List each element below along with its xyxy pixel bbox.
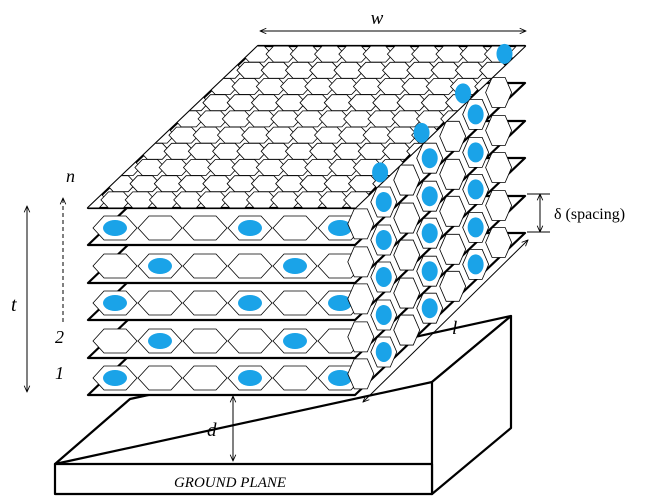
dopant-dot <box>283 258 307 274</box>
dopant-dot <box>413 122 430 143</box>
hexagon-cell <box>182 328 228 354</box>
spacing-label: δ (spacing) <box>554 206 625 223</box>
hexagon-cell <box>92 253 138 279</box>
top-hex-grid <box>88 46 525 208</box>
length-label: l <box>452 318 457 339</box>
dopant-dot <box>148 333 172 349</box>
length-dimension: l <box>363 240 528 402</box>
dopant-dot <box>467 179 484 200</box>
spacing-dimension: δ (spacing) <box>527 194 625 232</box>
dopant-dot <box>421 261 438 282</box>
hexagon-cell <box>137 365 183 391</box>
hexagon-cell <box>227 253 273 279</box>
dopant-dot <box>421 148 438 169</box>
dopant-dot <box>148 258 172 274</box>
dopant-dot <box>103 220 127 236</box>
hexagon-cell <box>272 215 318 241</box>
dopant-dot <box>375 191 392 212</box>
dopant-dot <box>103 295 127 311</box>
hexagon-cell <box>137 215 183 241</box>
layer-top <box>86 43 527 210</box>
hexagon-cell <box>92 328 138 354</box>
dopant-dot <box>496 43 513 64</box>
hexagon-cell <box>272 290 318 316</box>
dopant-dot <box>238 220 262 236</box>
hexagon-cell <box>272 365 318 391</box>
dopant-dot <box>421 186 438 207</box>
dopant-dot <box>283 333 307 349</box>
height-dimension: d <box>207 396 233 461</box>
dopant-dot <box>372 162 389 183</box>
ground-plane-label: GROUND PLANE <box>174 475 286 491</box>
hexagon-cell <box>182 290 228 316</box>
dopant-dot <box>421 298 438 319</box>
layer-1-label: 1 <box>55 363 64 383</box>
layer-count-label: n <box>66 166 75 186</box>
hexagon-cell <box>182 365 228 391</box>
dopant-dot <box>421 223 438 244</box>
dopant-dot <box>103 370 127 386</box>
hexagon-cell <box>227 328 273 354</box>
dopant-dot <box>375 229 392 250</box>
hexagon-cell <box>182 215 228 241</box>
thickness-label: t <box>11 294 17 316</box>
length-arrow <box>363 240 528 402</box>
layer-count-indicator: n 2 1 <box>55 166 75 383</box>
hexagon-cell <box>503 61 525 79</box>
layer-stack <box>86 43 527 397</box>
width-label: w <box>371 8 384 29</box>
dopant-dot <box>467 217 484 238</box>
dopant-dot <box>328 370 352 386</box>
dopant-dot <box>467 142 484 163</box>
width-dimension: w <box>260 8 526 31</box>
dopant-dot <box>375 266 392 287</box>
dopant-dot <box>238 295 262 311</box>
dopant-dot <box>238 370 262 386</box>
layer-2-label: 2 <box>55 327 64 347</box>
dopant-dot <box>467 104 484 125</box>
dopant-dot <box>328 295 352 311</box>
dopant-dot <box>467 254 484 275</box>
hexagon-cell <box>182 253 228 279</box>
hexagon-cell <box>137 290 183 316</box>
thickness-dimension: t <box>11 206 27 392</box>
height-label: d <box>207 420 217 441</box>
dopant-dot <box>455 83 472 104</box>
dopant-dot <box>328 220 352 236</box>
dopant-dot <box>375 341 392 362</box>
dopant-dot <box>375 304 392 325</box>
